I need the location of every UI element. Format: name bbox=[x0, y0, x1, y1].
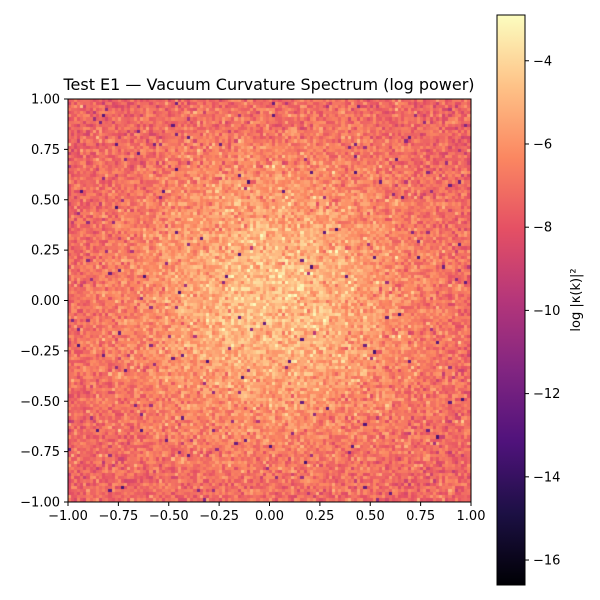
x-tick-label: 0.25 bbox=[305, 509, 334, 524]
y-tick-label: 0.25 bbox=[31, 244, 60, 259]
colorbar-gradient bbox=[497, 15, 525, 585]
colorbar-tick-label: −14 bbox=[533, 470, 560, 485]
colorbar-label: log |κ(k)|² bbox=[569, 268, 584, 331]
y-tick-label: 0.50 bbox=[31, 193, 60, 208]
x-tick-label: 0.75 bbox=[406, 509, 435, 524]
y-tick-label: −0.50 bbox=[20, 395, 60, 410]
colorbar-tick-label: −16 bbox=[533, 554, 560, 569]
x-tick-label: −0.75 bbox=[98, 509, 138, 524]
x-tick-label: 0.00 bbox=[255, 509, 284, 524]
y-tick-label: −0.75 bbox=[20, 445, 60, 460]
colorbar-tick-label: −4 bbox=[533, 54, 552, 69]
heatmap-image bbox=[68, 99, 471, 502]
heatmap-plot-area bbox=[67, 98, 472, 503]
colorbar: −4 −6 −8 −10 −12 −14 −16 log |κ(k)|² bbox=[496, 14, 584, 586]
y-tick-label: 0.75 bbox=[31, 143, 60, 158]
x-axis: −1.00 −0.75 −0.50 −0.25 0.00 0.25 0.50 0.75 1.00 bbox=[48, 502, 485, 524]
colorbar-frame bbox=[496, 14, 526, 586]
y-axis: 1.00 0.75 0.50 0.25 0.00 −0.25 −0.50 −0.75 −1.00 bbox=[20, 93, 68, 511]
x-tick-label: −0.25 bbox=[199, 509, 239, 524]
y-tick-label: −1.00 bbox=[20, 496, 60, 511]
colorbar-tick-label: −10 bbox=[533, 304, 560, 319]
colorbar-tick-label: −8 bbox=[533, 221, 552, 236]
colorbar-tick-label: −12 bbox=[533, 387, 560, 402]
x-tick-label: 0.50 bbox=[356, 509, 385, 524]
x-tick-label: −1.00 bbox=[48, 509, 88, 524]
colorbar-tick-label: −6 bbox=[533, 137, 552, 152]
y-tick-label: −0.25 bbox=[20, 344, 60, 359]
x-tick-label: 1.00 bbox=[457, 509, 486, 524]
colorbar-ticks: −4 −6 −8 −10 −12 −14 −16 bbox=[525, 54, 560, 569]
x-tick-label: −0.50 bbox=[149, 509, 189, 524]
y-tick-label: 0.00 bbox=[31, 294, 60, 309]
chart-title: Test E1 — Vacuum Curvature Spectrum (log… bbox=[62, 75, 474, 94]
y-tick-label: 1.00 bbox=[31, 93, 60, 108]
